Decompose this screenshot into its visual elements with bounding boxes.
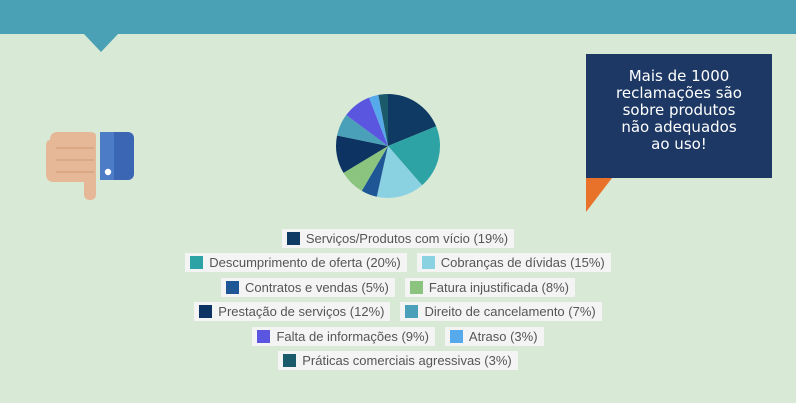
legend-row-5: Falta de informações (9%) Atraso (3%) [0, 324, 796, 349]
legend-swatch [283, 354, 297, 368]
legend-swatch [421, 256, 435, 270]
callout-line-2: reclamações são [616, 84, 742, 102]
callout-tail [586, 178, 612, 212]
legend-swatch [199, 305, 213, 319]
legend-item: Falta de informações (9%) [252, 326, 435, 346]
pie-slice-6 [336, 135, 388, 173]
thumbs-down-icon [46, 132, 134, 200]
legend-swatch [409, 280, 423, 294]
pie-slice-1 [388, 94, 437, 146]
legend-swatch [405, 305, 419, 319]
legend-label: Atraso (3%) [468, 328, 538, 344]
legend-label: Fatura injustificada (8%) [428, 279, 569, 295]
pie-slice-9 [369, 94, 388, 146]
callout-line-1: Mais de 1000 [628, 67, 730, 85]
legend-row-2: Descumprimento de oferta (20%) Cobranças … [0, 251, 796, 276]
legend-item: Prestação de serviços (12%) [194, 302, 391, 322]
legend-label: Contratos e vendas (5%) [245, 279, 389, 295]
legend-item: Práticas comerciais agressivas (3%) [278, 351, 518, 371]
legend-swatch [190, 256, 204, 270]
callout-line-4: não adequados [621, 118, 737, 136]
legend-label: Descumprimento de oferta (20%) [209, 255, 401, 271]
legend-label: Prestação de serviços (12%) [218, 304, 385, 320]
legend-label: Falta de informações (9%) [276, 328, 429, 344]
legend-label: Direito de cancelamento (7%) [424, 304, 596, 320]
legend-row-6: Práticas comerciais agressivas (3%) [0, 349, 796, 374]
pie-slice-7 [337, 115, 388, 146]
pie-chart [336, 94, 440, 198]
legend-item: Descumprimento de oferta (20%) [185, 253, 407, 273]
callout-line-5: ao uso! [651, 135, 707, 153]
legend-item: Atraso (3%) [444, 326, 544, 346]
legend-item: Cobranças de dívidas (15%) [416, 253, 611, 273]
legend-swatch [286, 231, 300, 245]
top-banner [0, 0, 796, 34]
pie-slice-4 [361, 146, 388, 197]
banner-notch [84, 34, 118, 52]
legend-swatch [449, 329, 463, 343]
pie-slice-10 [378, 94, 388, 146]
legend-item: Fatura injustificada (8%) [404, 277, 575, 297]
legend-swatch [257, 329, 271, 343]
legend-label: Práticas comerciais agressivas (3%) [302, 353, 512, 369]
legend-item: Serviços/Produtos com vício (19%) [281, 228, 515, 248]
legend-row-3: Contratos e vendas (5%) Fatura injustific… [0, 275, 796, 300]
legend-item: Direito de cancelamento (7%) [400, 302, 602, 322]
callout-line-3: sobre produtos [622, 101, 736, 119]
legend-label: Cobranças de dívidas (15%) [440, 255, 605, 271]
chart-legend: Serviços/Produtos com vício (19%) Descump… [0, 226, 796, 373]
legend-row-1: Serviços/Produtos com vício (19%) [0, 226, 796, 251]
callout-box: Mais de 1000 reclamações são sobre produ… [586, 54, 772, 178]
legend-item: Contratos e vendas (5%) [221, 277, 395, 297]
legend-swatch [226, 280, 240, 294]
pie-slice-8 [346, 97, 388, 146]
pie-slice-3 [376, 146, 423, 198]
legend-row-4: Prestação de serviços (12%) Direito de ca… [0, 300, 796, 325]
legend-label: Serviços/Produtos com vício (19%) [305, 230, 509, 246]
pie-slice-2 [388, 126, 440, 186]
pie-slice-5 [343, 146, 388, 191]
